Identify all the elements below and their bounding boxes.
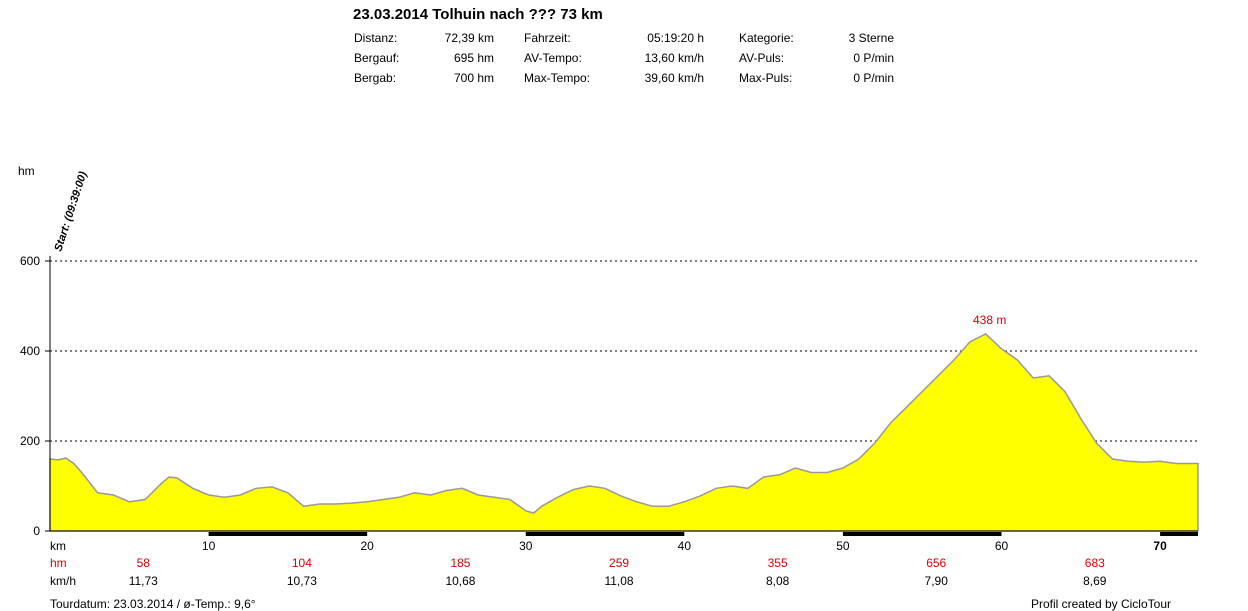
interval-kmh: 11,73	[129, 574, 158, 588]
elevation-area	[49, 332, 1199, 532]
stat-value: 39,60 km/h	[644, 71, 704, 85]
axes	[45, 256, 1198, 536]
footer-credit: Profil created by CicloTour	[1030, 597, 1171, 611]
stat-value: 0 P/min	[853, 51, 894, 65]
y-tick-label: 400	[20, 344, 40, 358]
km-band	[1160, 532, 1198, 536]
stat-label: Distanz:	[354, 31, 398, 45]
stat-value: 13,60 km/h	[644, 51, 704, 65]
x-axis-label: km	[50, 539, 66, 553]
stat-value: 72,39 km	[444, 31, 494, 45]
interval-kmh: 8,08	[766, 574, 790, 588]
y-tick-label: 0	[33, 524, 40, 538]
tour-title: 23.03.2014 Tolhuin nach ??? 73 km	[353, 6, 603, 23]
interval-hm: 355	[768, 556, 788, 570]
interval-hm: 683	[1085, 556, 1105, 570]
stat-value: 05:19:20 h	[647, 31, 704, 45]
stat-value: 0 P/min	[853, 71, 894, 85]
km-band	[525, 532, 685, 536]
kmh-row-label: km/h	[50, 574, 76, 588]
interval-kmh: 11,08	[604, 574, 633, 588]
interval-kmh: 10,68	[445, 574, 475, 588]
x-tick-label: 60	[995, 539, 1009, 553]
interval-hm: 58	[137, 556, 151, 570]
start-annotation: Start: (09:39:00)	[52, 170, 89, 253]
stat-label: Kategorie:	[739, 31, 794, 45]
y-tick-label: 600	[20, 254, 40, 268]
stat-label: Max-Tempo:	[524, 71, 591, 85]
peak-label: 438 m	[973, 313, 1006, 327]
hm-row-label: hm	[50, 556, 67, 570]
stat-label: AV-Tempo:	[524, 51, 582, 65]
stat-value: 695 hm	[453, 51, 494, 65]
y-axis-label: hm	[18, 164, 35, 178]
x-tick-label: 50	[836, 539, 850, 553]
km-band	[842, 532, 1002, 536]
interval-hm: 259	[609, 556, 629, 570]
x-tick-label: 30	[519, 539, 533, 553]
stat-value: 3 Sterne	[848, 31, 894, 45]
interval-hm: 104	[292, 556, 312, 570]
interval-kmh: 10,73	[287, 574, 317, 588]
km-band	[208, 532, 368, 536]
stat-value: 700 hm	[453, 71, 494, 85]
stat-label: Bergab:	[354, 71, 397, 85]
x-tick-label: 20	[360, 539, 374, 553]
interval-kmh: 8,69	[1083, 574, 1107, 588]
x-tick-label: 40	[678, 539, 692, 553]
y-tick-label: 200	[20, 434, 40, 448]
stat-label: AV-Puls:	[739, 51, 785, 65]
stat-label: Fahrzeit:	[524, 31, 571, 45]
interval-hm: 185	[450, 556, 470, 570]
x-tick-label: 10	[202, 539, 216, 553]
stat-label: Bergauf:	[354, 51, 400, 65]
stat-label: Max-Puls:	[739, 71, 793, 85]
footer-tour-info: Tourdatum: 23.03.2014 / ø-Temp.: 9,6°	[50, 597, 256, 611]
interval-hm: 656	[926, 556, 946, 570]
x-tick-label: 70	[1153, 539, 1167, 553]
interval-kmh: 7,90	[925, 574, 949, 588]
